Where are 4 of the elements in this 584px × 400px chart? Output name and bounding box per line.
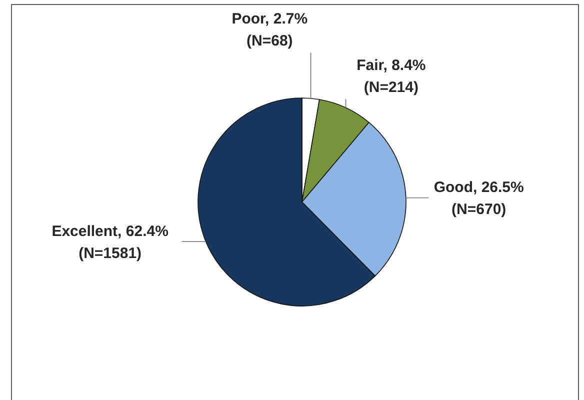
- slice-label: Fair, 8.4% (N=214): [356, 56, 426, 96]
- slice-label: Poor, 2.7% (N=68): [232, 10, 308, 50]
- slice-label: Excellent, 62.4% (N=1581): [52, 223, 168, 262]
- slice-label: Good, 26.5% (N=670): [434, 178, 524, 218]
